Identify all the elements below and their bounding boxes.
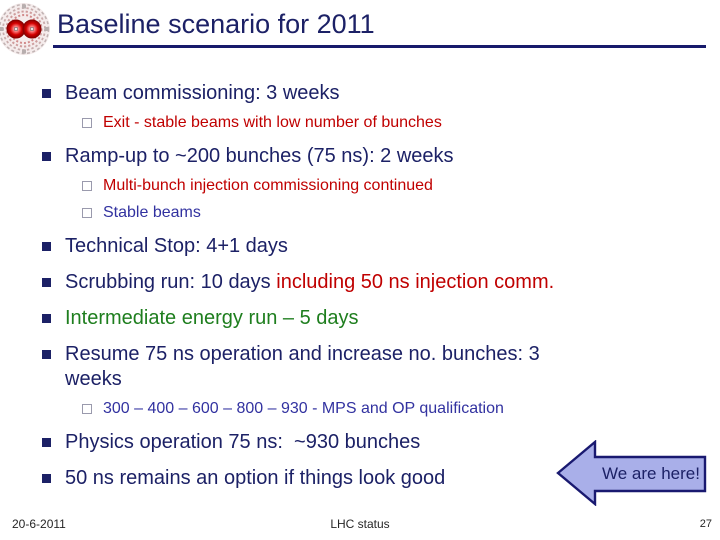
bullet-text: Ramp-up to ~200 bunches (75 ns): 2 weeks [65, 144, 454, 169]
title-underline [53, 45, 706, 48]
we-are-here-callout: We are here! [556, 440, 714, 506]
text-segment: Stable beams [103, 204, 201, 221]
text-segment: including 50 ns injection comm. [276, 271, 555, 293]
bullet-list: Beam commissioning: 3 weeks Exit - stable… [0, 70, 720, 491]
bullet-text: Resume 75 ns operation and increase no. … [65, 342, 580, 392]
slide-title: Baseline scenario for 2011 [57, 9, 375, 39]
we-are-here-arrow [556, 440, 707, 506]
bullet-square-icon [42, 314, 51, 323]
sub-bullet-item: Multi-bunch injection commissioning cont… [0, 175, 720, 196]
bullet-text: Intermediate energy run – 5 days [65, 306, 359, 331]
bullet-square-icon [42, 89, 51, 98]
sub-bullet-item: 300 – 400 – 600 – 800 – 930 - MPS and OP… [0, 398, 720, 419]
text-segment: Scrubbing run: 10 days [65, 271, 277, 293]
text-segment: Intermediate energy run – 5 days [65, 307, 359, 329]
bullet-text: Stable beams [103, 202, 201, 223]
text-segment: Beam commissioning: 3 weeks [65, 82, 340, 104]
bullet-item: Scrubbing run: 10 days including 50 ns i… [0, 270, 720, 295]
bullet-square-icon [42, 278, 51, 287]
bullet-square-icon [42, 474, 51, 483]
sub-bullet-item: Exit - stable beams with low number of b… [0, 112, 720, 133]
bullet-square-icon [42, 242, 51, 251]
sub-bullet-square-icon [82, 118, 92, 128]
text-segment: 50 ns remains an option if things look g… [65, 467, 446, 489]
slide-footer: 20-6-2011 LHC status 27 [0, 515, 720, 535]
bullet-text: Technical Stop: 4+1 days [65, 234, 288, 259]
bullet-item: Technical Stop: 4+1 days [0, 234, 720, 259]
bullet-square-icon [42, 438, 51, 447]
text-segment: Exit - stable beams with low number of b… [103, 114, 442, 131]
bullet-text: 300 – 400 – 600 – 800 – 930 - MPS and OP… [103, 398, 504, 419]
text-segment: Ramp-up to ~200 bunches (75 ns): 2 weeks [65, 145, 454, 167]
sub-bullet-item: Stable beams [0, 202, 720, 223]
bullet-item: Ramp-up to ~200 bunches (75 ns): 2 weeks [0, 144, 720, 169]
bullet-item: Physics operation 75 ns: ~930 bunches [0, 430, 720, 455]
bullet-text: Beam commissioning: 3 weeks [65, 81, 340, 106]
footer-date: 20-6-2011 [12, 517, 66, 531]
bullet-text: Multi-bunch injection commissioning cont… [103, 175, 433, 196]
bullet-square-icon [42, 152, 51, 161]
we-are-here-label: We are here! [602, 464, 700, 483]
text-segment: Resume 75 ns operation and increase no. … [65, 343, 546, 390]
bullet-item: 50 ns remains an option if things look g… [0, 466, 720, 491]
bullet-text: Exit - stable beams with low number of b… [103, 112, 442, 133]
bullet-text: 50 ns remains an option if things look g… [65, 466, 445, 491]
bullet-item: Intermediate energy run – 5 days [0, 306, 720, 331]
text-segment: 300 – 400 – 600 – 800 – 930 - MPS and OP… [103, 400, 504, 417]
bullet-item: Resume 75 ns operation and increase no. … [0, 342, 720, 392]
footer-title: LHC status [330, 517, 390, 531]
lhc-logo-icon [0, 3, 50, 55]
sub-bullet-square-icon [82, 404, 92, 414]
text-segment: Technical Stop: 4+1 days [65, 235, 288, 257]
footer-page-number: 27 [699, 518, 712, 530]
sub-bullet-square-icon [82, 208, 92, 218]
bullet-text: Scrubbing run: 10 days including 50 ns i… [65, 270, 554, 295]
sub-bullet-square-icon [82, 181, 92, 191]
text-segment: Multi-bunch injection commissioning cont… [103, 177, 433, 194]
bullet-text: Physics operation 75 ns: ~930 bunches [65, 430, 420, 455]
text-segment: Physics operation 75 ns: ~930 bunches [65, 431, 421, 453]
bullet-item: Beam commissioning: 3 weeks [0, 81, 720, 106]
bullet-square-icon [42, 350, 51, 359]
